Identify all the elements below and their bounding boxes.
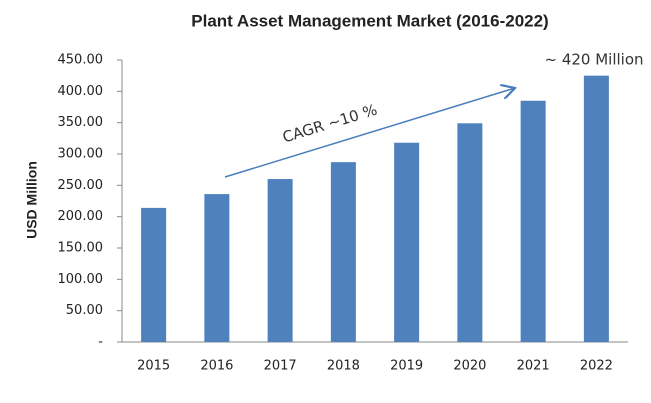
y-tick-label: - xyxy=(98,335,103,350)
bar xyxy=(267,179,293,342)
y-tick-label: 300.00 xyxy=(58,147,104,162)
x-tick-label: 2022 xyxy=(580,359,613,374)
bar xyxy=(204,194,230,342)
bar xyxy=(520,100,546,342)
y-tick-label: 350.00 xyxy=(58,115,104,130)
y-tick-label: 50.00 xyxy=(66,303,103,318)
x-tick-label: 2018 xyxy=(327,359,360,374)
x-tick-label: 2020 xyxy=(453,359,486,374)
bar xyxy=(583,75,609,343)
x-tick-label: 2016 xyxy=(200,359,233,374)
bar xyxy=(330,162,356,342)
value-annotation: ~ 420 Million xyxy=(544,51,643,69)
cagr-annotation: CAGR ~10 % xyxy=(280,101,379,147)
x-tick-label: 2017 xyxy=(264,359,297,374)
x-tick-label: 2019 xyxy=(390,359,423,374)
y-tick-label: 200.00 xyxy=(58,209,104,224)
bar xyxy=(141,207,167,342)
x-tick-label: 2015 xyxy=(137,359,170,374)
y-tick-label: 250.00 xyxy=(58,178,104,193)
bar xyxy=(394,142,420,342)
y-tick-label: 400.00 xyxy=(58,84,104,99)
y-tick-label: 100.00 xyxy=(58,272,104,287)
y-tick-label: 150.00 xyxy=(58,241,104,256)
chart-title: Plant Asset Management Market (2016-2022… xyxy=(191,11,548,30)
cagr-arrow xyxy=(224,88,515,178)
y-axis-label: USD Million xyxy=(24,161,40,239)
y-tick-label: 450.00 xyxy=(58,53,104,68)
bar xyxy=(457,123,483,342)
x-tick-label: 2021 xyxy=(517,359,550,374)
